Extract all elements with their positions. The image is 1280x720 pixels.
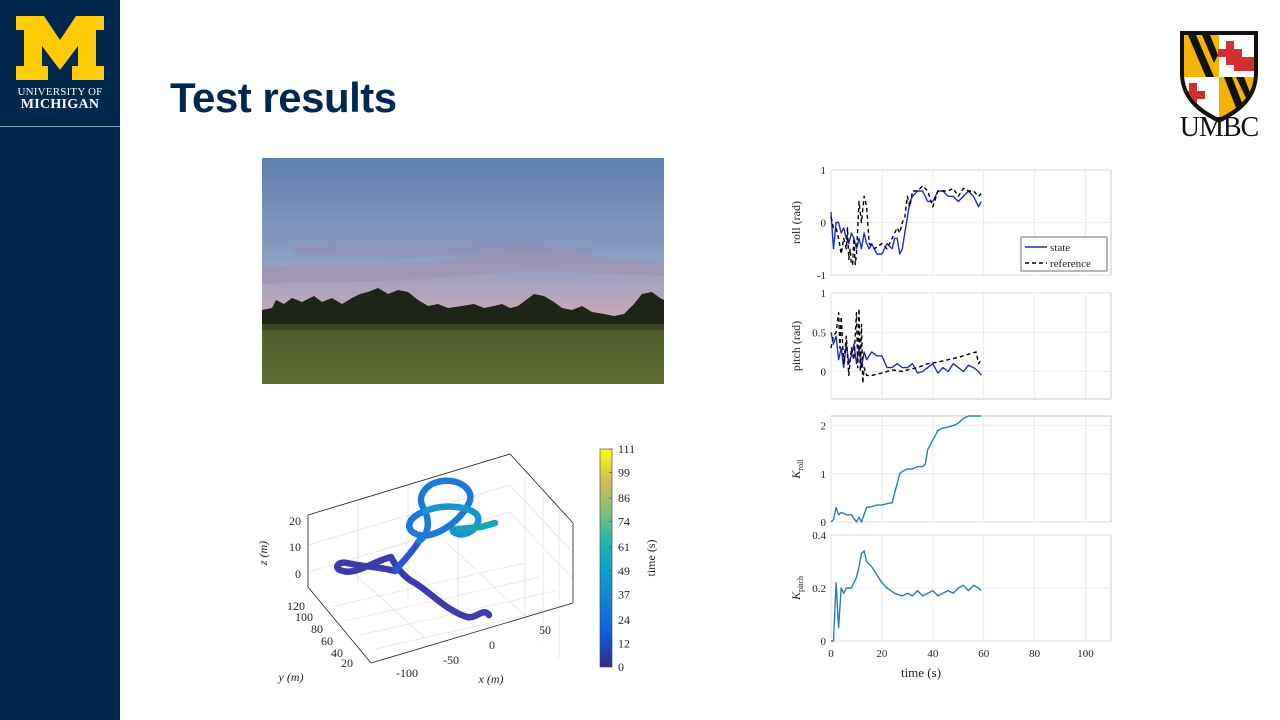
subplot-frame [830, 415, 1112, 523]
y-tick-label: 0 [821, 636, 827, 648]
series-line-reference [830, 307, 982, 385]
y-tick-label: -1 [817, 270, 826, 282]
y-tick-100: 100 [295, 610, 313, 624]
sidebar: UNIVERSITY OF MICHIGAN [0, 0, 120, 720]
x-tick-label: 20 [876, 648, 888, 660]
y-tick-label: 0.5 [812, 327, 826, 339]
y-tick-80: 80 [311, 622, 323, 636]
colorbar-tick-label: 37 [618, 587, 630, 601]
y-axis-label: Kpitch [789, 576, 805, 601]
trajectory-3d-plot: 20 10 0 z (m) 20 40 60 80 100 120 y (m) … [256, 442, 658, 686]
y-tick-40: 40 [331, 646, 343, 660]
time-series-plots: -1 0 1 roll (rad) state reference 0 0.5 1 pitch (… [789, 165, 1112, 680]
y-tick-label: 2 [821, 421, 827, 433]
y-tick-label: 0.4 [812, 530, 826, 542]
y-axis-label: Kroll [789, 459, 805, 480]
subplot-3: 0 1 2 Kroll [789, 415, 1112, 529]
x-tick-label: 0 [828, 648, 834, 660]
x-tick-label: 100 [1077, 648, 1094, 660]
legend-label: reference [1050, 258, 1091, 270]
colorbar [599, 448, 613, 668]
legend-label: state [1050, 242, 1070, 254]
x-tick-minus100: -100 [396, 666, 418, 680]
colorbar-tick-label: 111 [618, 442, 635, 456]
logo-text-line2: MICHIGAN [20, 97, 100, 112]
y-tick-label: 0 [821, 218, 827, 230]
x-tick-minus50: -50 [443, 653, 459, 667]
subplot-frame [830, 292, 1112, 400]
subplot-1: -1 0 1 roll (rad) state reference [789, 165, 1112, 282]
colorbar-tick-label: 12 [618, 636, 630, 650]
y-axis-label: pitch (rad) [789, 321, 803, 371]
field-sunset-photo [262, 158, 664, 384]
logo-text-line1: UNIVERSITY OF [17, 86, 103, 98]
y-axis-label: y (m) [278, 670, 304, 684]
y-tick-label: 0 [821, 517, 827, 529]
y-tick-label: 0.2 [812, 583, 826, 595]
colorbar-tick-label: 74 [618, 515, 630, 529]
x-tick-label: 60 [978, 648, 990, 660]
x-tick-50: 50 [539, 623, 551, 637]
colorbar-tick-label: 86 [618, 491, 630, 505]
y-tick-120: 120 [287, 599, 305, 613]
umbc-shield-icon [1180, 31, 1258, 123]
legend-box [1020, 236, 1108, 272]
legend: state reference [1020, 236, 1108, 272]
x-tick-label: 40 [927, 648, 939, 660]
y-tick-label: 1 [821, 469, 827, 481]
y-tick-60: 60 [321, 634, 333, 648]
z-tick-20: 20 [289, 514, 301, 528]
subplot-2: 0 0.5 1 pitch (rad) [789, 288, 1112, 400]
umbc-logo-text: UMBC [1179, 112, 1259, 143]
x-axis-label: time (s) [901, 665, 941, 680]
colorbar-tick-label: 49 [618, 564, 630, 578]
colorbar-tick-label: 61 [618, 540, 630, 554]
block-m-icon [16, 16, 104, 80]
x-tick-label: 80 [1029, 648, 1041, 660]
y-tick-20: 20 [341, 656, 353, 670]
series-line-k-pitch [831, 550, 982, 642]
colorbar-tick-label: 24 [618, 613, 630, 627]
y-tick-label: 0 [821, 367, 827, 379]
series-line-k-roll [830, 415, 982, 523]
z-axis-label: z (m) [256, 541, 270, 566]
trajectory-path [334, 477, 499, 621]
university-of-michigan-logo: UNIVERSITY OF MICHIGAN [0, 0, 120, 127]
slide-title: Test results [170, 74, 397, 121]
series-line-reference [830, 185, 982, 266]
colorbar-label: time (s) [644, 540, 658, 577]
series-line-state [830, 190, 982, 255]
colorbar-tick-label: 99 [618, 466, 630, 480]
z-tick-10: 10 [289, 540, 301, 554]
y-tick-label: 1 [821, 165, 827, 177]
y-tick-label: 1 [821, 288, 827, 300]
subplot-4: 0 0.2 0.4 Kpitch 0 20 40 60 80 100 time (s) [789, 530, 1112, 680]
x-tick-0: 0 [489, 638, 495, 652]
z-tick-0: 0 [295, 567, 301, 581]
y-axis-label: roll (rad) [789, 201, 803, 244]
colorbar-tick-label: 0 [618, 660, 624, 674]
x-axis-label: x (m) [478, 672, 504, 686]
